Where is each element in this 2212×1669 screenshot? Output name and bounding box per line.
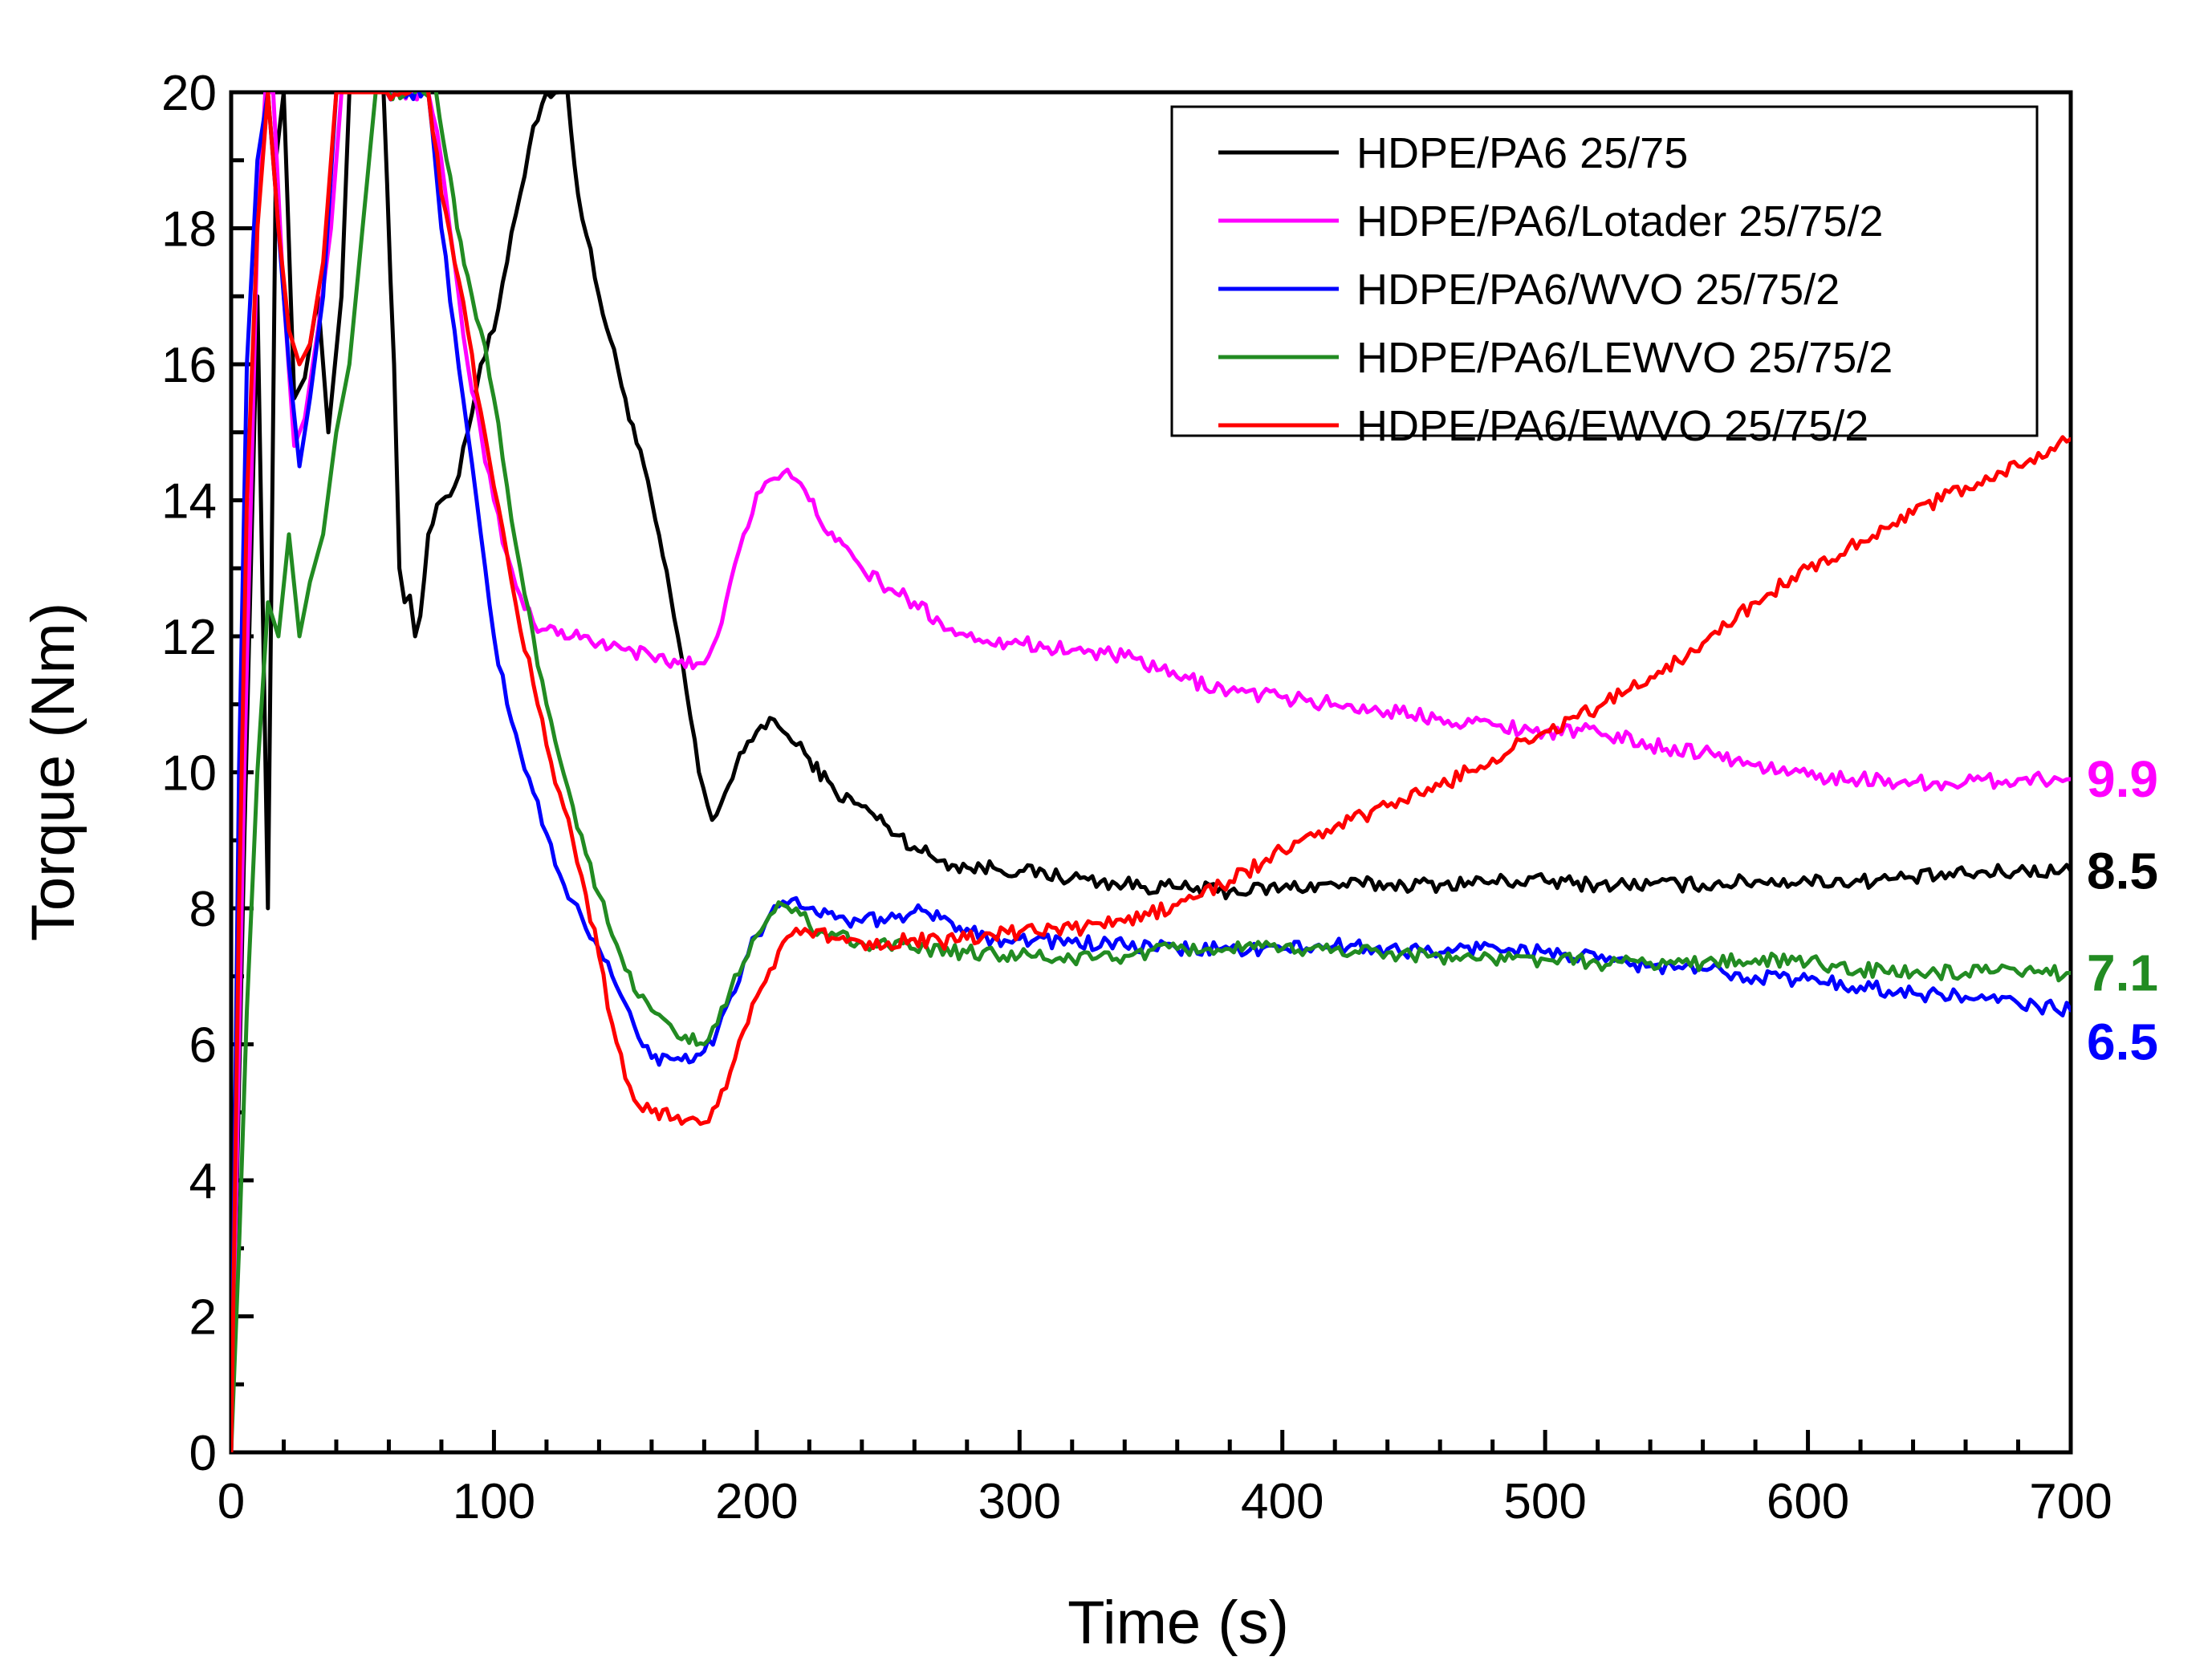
x-tick-label: 500	[1503, 1474, 1586, 1529]
series-line-hdpe-pa6-25-75	[231, 92, 2071, 1452]
y-tick-label: 0	[189, 1426, 217, 1481]
y-tick-label: 10	[161, 746, 217, 802]
legend-label: HDPE/PA6/Lotader 25/75/2	[1356, 197, 1883, 246]
legend-box	[1170, 105, 2039, 437]
x-tick-labels: 0 100 200 300 400 500 600 700	[218, 1474, 2112, 1529]
end-value-label: 8.5	[2087, 842, 2158, 899]
legend-label: HDPE/PA6/LEWVO 25/75/2	[1356, 334, 1893, 382]
y-tick-label: 16	[161, 338, 217, 393]
x-tick-label: 700	[2029, 1474, 2112, 1529]
x-axis-title: Time (s)	[1067, 1589, 1289, 1657]
x-tick-label: 200	[715, 1474, 798, 1529]
x-tick-label: 100	[453, 1474, 535, 1529]
y-tick-label: 2	[189, 1290, 217, 1346]
legend-label: HDPE/PA6/WVO 25/75/2	[1356, 266, 1840, 314]
series-line-hdpe-pa6-lewvo-25-75-2	[231, 92, 2071, 1452]
series-lines	[231, 92, 2071, 1452]
y-tick-label: 18	[161, 202, 217, 258]
y-tick-label: 20	[161, 66, 217, 121]
x-tick-label: 600	[1767, 1474, 1849, 1529]
series-line-hdpe-pa6-wvo-25-75-2	[231, 92, 2071, 1452]
series-line-hdpe-pa6-ewvo-25-75-2	[231, 92, 2071, 1452]
end-value-label: 9.9	[2087, 750, 2158, 808]
end-value-labels: 9.9 8.5 7.1 6.5	[2087, 750, 2158, 1071]
end-value-label: 6.5	[2087, 1013, 2158, 1071]
x-tick-label: 400	[1241, 1474, 1324, 1529]
y-tick-label: 6	[189, 1018, 217, 1074]
y-tick-label: 12	[161, 610, 217, 665]
end-value-label: 7.1	[2087, 944, 2158, 1002]
y-axis-title: Torque (Nm)	[19, 603, 87, 941]
legend-label: HDPE/PA6 25/75	[1356, 129, 1688, 177]
legend-label: HDPE/PA6/EWVO 25/75/2	[1356, 402, 1868, 450]
y-tick-label: 14	[161, 474, 217, 530]
legend: HDPE/PA6 25/75 HDPE/PA6/Lotader 25/75/2 HD…	[1170, 105, 2039, 450]
x-tick-label: 0	[218, 1474, 245, 1529]
y-tick-label: 4	[189, 1154, 217, 1209]
y-tick-labels: 0 2 4 6 8 10 12 14 16 18 20	[161, 66, 217, 1481]
x-tick-label: 300	[978, 1474, 1061, 1529]
y-tick-label: 8	[189, 882, 217, 937]
series-line-hdpe-pa6-lotader-25-75-2	[231, 92, 2071, 1452]
